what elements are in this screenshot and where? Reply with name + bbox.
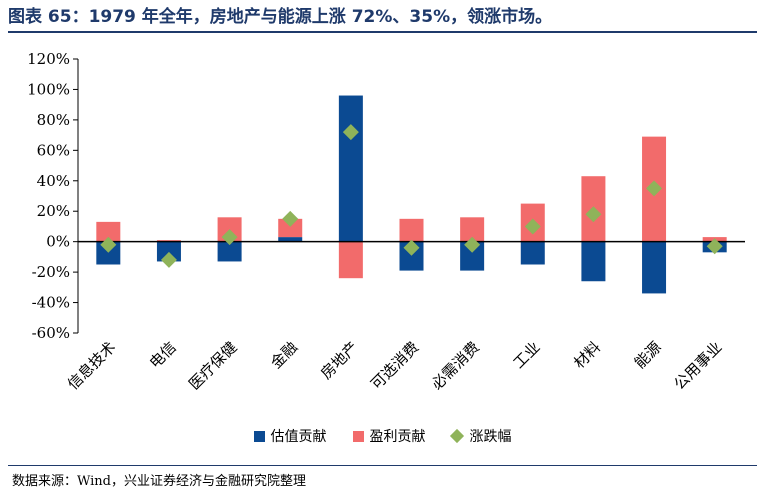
bar-earnings [156,240,181,242]
legend-swatch-change [449,428,464,444]
bar-earnings [278,218,303,238]
point-change [646,180,663,197]
y-tick-label: -40% [32,294,70,312]
bar-earnings [96,221,121,242]
legend-swatch-earnings [352,430,364,442]
legend-label-earnings: 盈利贡献 [369,429,426,445]
title-rule [8,31,757,33]
bar-valuation [217,241,242,262]
legend-item-change: 涨跌幅 [449,426,512,446]
legend-item-valuation: 估值贡献 [253,426,327,446]
x-tick-label: 能源 [631,338,665,372]
bar-valuation [156,241,181,262]
bar-valuation [642,241,667,294]
legend-swatch-valuation [253,430,265,442]
x-tick-label: 必需消费 [428,338,483,393]
y-tick-label: 0% [46,233,70,251]
point-change [342,124,359,141]
x-tick-label: 房地产 [317,338,362,383]
bar-earnings [399,218,424,242]
bar-valuation [520,241,545,265]
y-tick-label: -60% [32,324,70,342]
y-tick-label: -20% [32,263,70,281]
bar-valuation [278,237,303,242]
point-change [464,236,481,253]
point-change [100,236,117,253]
legend-label-valuation: 估值贡献 [270,429,327,445]
source-note: 数据来源：Wind，兴业证券经济与金融研究院整理 [12,474,306,489]
bar-earnings [338,241,363,279]
bar-valuation [338,95,363,242]
x-tick-label: 信息技术 [64,338,119,393]
x-tick-label: 金融 [267,338,301,372]
y-tick-label: 20% [37,202,70,220]
point-change [160,251,177,268]
bar-valuation [581,241,606,282]
chart-legend: 估值贡献 盈利贡献 涨跌幅 [0,425,765,447]
point-change [585,206,602,223]
y-tick-label: 100% [27,80,70,98]
point-change [403,239,420,256]
x-tick-label: 可选消费 [367,338,422,393]
x-tick-label: 材料 [570,338,604,372]
y-tick-label: 40% [37,172,70,190]
point-change [706,238,723,255]
legend-label-change: 涨跌幅 [469,429,512,445]
y-tick-label: 60% [37,141,70,159]
legend-item-earnings: 盈利贡献 [352,426,426,446]
y-tick-label: 120% [27,50,70,68]
bar-valuation [96,241,121,265]
point-change [524,218,541,235]
x-tick-label: 工业 [510,338,544,372]
point-change [221,229,238,246]
x-tick-label: 电信 [146,338,180,372]
y-tick-label: 80% [37,111,70,129]
x-tick-label: 医疗保健 [185,338,240,393]
source-rule [8,465,757,466]
point-change [282,210,299,227]
chart-title: 图表 65：1979 年全年，房地产与能源上涨 72%、35%，领涨市场。 [8,7,553,27]
x-tick-label: 公用事业 [670,338,725,393]
